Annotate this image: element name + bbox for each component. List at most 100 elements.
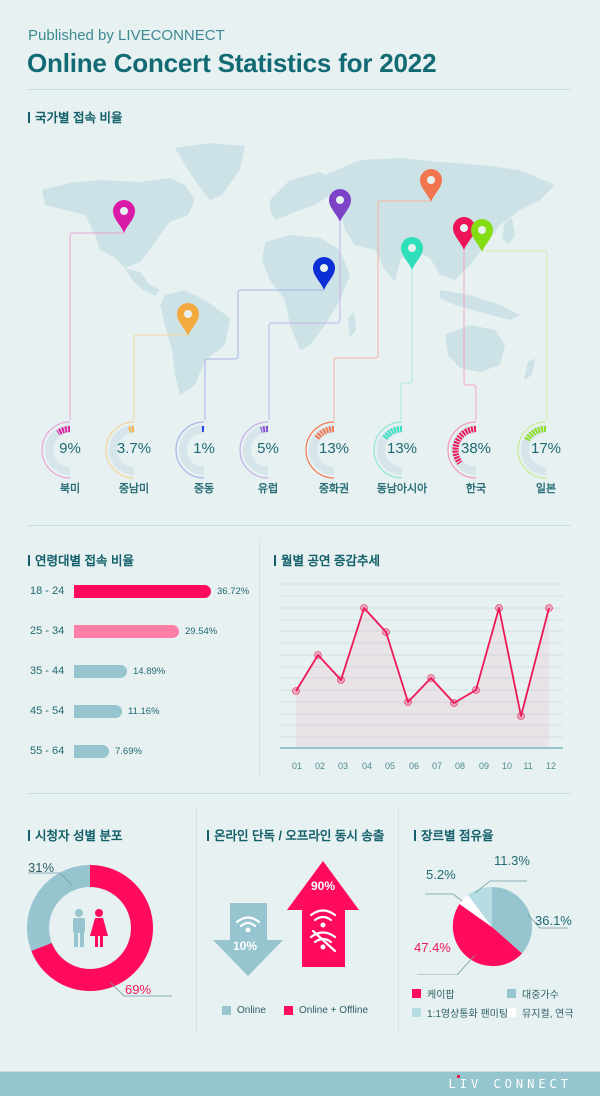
broadcast-arrows [213, 861, 359, 976]
map-pins [113, 169, 493, 336]
legend-hybrid: Online + Offline [284, 1005, 368, 1016]
genre-label-musical: 5.2% [426, 867, 456, 882]
gauge-southeast-asia: 13% 동남아시아 [370, 420, 434, 510]
genre-label-fanmeeting: 11.3% [494, 853, 530, 868]
age-bar [74, 664, 127, 678]
x-tick: 07 [431, 761, 442, 771]
section-title-age: 연령대별 접속 비율 [28, 550, 134, 569]
gauge-value: 13% [318, 440, 350, 457]
gauge-ring-icon [373, 421, 403, 479]
continents [42, 143, 555, 395]
genre-label-kpop: 47.4% [414, 940, 451, 955]
gauge-ring-icon [175, 421, 205, 479]
gauge-north-america: 9% 북미 [38, 420, 102, 510]
gauge-korea: 38% 한국 [444, 420, 508, 510]
wifi-icon [309, 909, 337, 928]
gauge-ring-icon [517, 421, 547, 479]
vertical-divider [196, 808, 197, 1033]
legend-label: 케이팝 [427, 990, 455, 1001]
genre-pie-chart [417, 880, 568, 975]
publisher-line: Published by LIVECONNECT [28, 27, 225, 44]
logo-dot-icon [456, 1075, 460, 1078]
gauge-label: 한국 [465, 483, 487, 495]
age-bar-row: 25 - 34 29.54% [30, 624, 217, 638]
male-icon [73, 909, 85, 947]
online-percent: 10% [233, 939, 258, 953]
x-tick: 02 [314, 761, 325, 771]
x-tick: 11 [523, 761, 533, 771]
gauge-value: 1% [193, 440, 215, 457]
legend-musical: 뮤지컬, 연극 [507, 1005, 574, 1020]
gauge-ring-icon [447, 421, 477, 479]
gauge-value: 5% [257, 440, 279, 457]
gauge-label: 유럽 [257, 483, 279, 495]
gauge-europe: 5% 유럽 [236, 420, 300, 510]
age-value: 36.72% [217, 585, 250, 597]
title-divider [28, 89, 571, 90]
x-tick: 10 [501, 761, 512, 771]
section-divider [28, 525, 571, 526]
wifi-icon [235, 916, 261, 933]
legend-label: 뮤지컬, 연극 [522, 1009, 574, 1020]
liveconnect-logo: LIV CONNECT [448, 1075, 572, 1091]
gauge-value: 17% [530, 440, 562, 457]
age-label: 55 - 64 [30, 745, 65, 757]
gauge-ring-icon [41, 421, 71, 479]
legend-label: Online [237, 1005, 266, 1016]
online-down-arrow [213, 903, 283, 976]
gauge-ring-icon [305, 421, 335, 479]
genre-label-popular: 36.1% [535, 913, 572, 928]
age-value: 14.89% [133, 665, 166, 677]
age-value: 29.54% [185, 625, 218, 637]
legend-label: 1:1영상통화 팬미팅 [427, 1009, 509, 1020]
gauge-label: 중화권 [318, 483, 350, 495]
gauge-middle-east: 1% 중동 [172, 420, 236, 510]
legend-swatch [412, 1008, 421, 1017]
age-value: 11.16% [128, 705, 160, 717]
section-title-country: 국가별 접속 비율 [28, 107, 122, 126]
age-bar [74, 704, 122, 718]
age-bar-row: 45 - 54 11.16% [30, 704, 160, 718]
gauge-value: 38% [460, 440, 492, 457]
age-label: 18 - 24 [30, 585, 65, 597]
age-value: 7.69% [115, 745, 142, 757]
legend-label: Online + Offline [299, 1005, 369, 1016]
legend-fanmeeting: 1:1영상통화 팬미팅 [412, 1005, 508, 1020]
hybrid-percent: 90% [311, 879, 336, 893]
gauge-greater-china: 13% 중화권 [302, 420, 366, 510]
x-tick: 12 [545, 761, 556, 771]
x-tick: 05 [384, 761, 395, 771]
monthly-line-chart [280, 583, 563, 749]
x-tick: 09 [478, 761, 489, 771]
legend-online: Online [222, 1005, 266, 1016]
section-title-monthly: 월별 공연 증감추세 [274, 550, 380, 569]
x-tick: 04 [361, 761, 372, 771]
female-icon [90, 909, 108, 947]
gender-donut-chart [27, 865, 172, 997]
gauge-label: 중남미 [118, 483, 150, 495]
x-tick: 08 [454, 761, 465, 771]
legend-label: 대중가수 [522, 990, 559, 1001]
section-title-genre: 장르별 점유율 [414, 825, 493, 844]
female-percent: 69% [125, 982, 152, 997]
wifi-off-icon [309, 929, 337, 953]
legend-swatch [284, 1006, 293, 1015]
gauge-ring-icon [239, 421, 269, 479]
logo-text: LIV CONNECT [448, 1077, 572, 1091]
footer-bar: LIV CONNECT [0, 1071, 600, 1096]
age-label: 35 - 44 [30, 665, 65, 677]
age-label: 45 - 54 [30, 705, 65, 717]
legend-kpop: 케이팝 [412, 986, 455, 1001]
gauge-value: 3.7% [116, 440, 152, 457]
legend-swatch [507, 1008, 516, 1017]
x-tick: 01 [291, 761, 302, 771]
age-bar [74, 584, 211, 598]
gauge-value: 13% [386, 440, 418, 457]
x-tick: 03 [337, 761, 348, 771]
gauge-label: 일본 [535, 483, 557, 495]
age-bar [74, 624, 179, 638]
legend-swatch [507, 989, 516, 998]
x-tick: 06 [408, 761, 419, 771]
legend-swatch [222, 1006, 231, 1015]
